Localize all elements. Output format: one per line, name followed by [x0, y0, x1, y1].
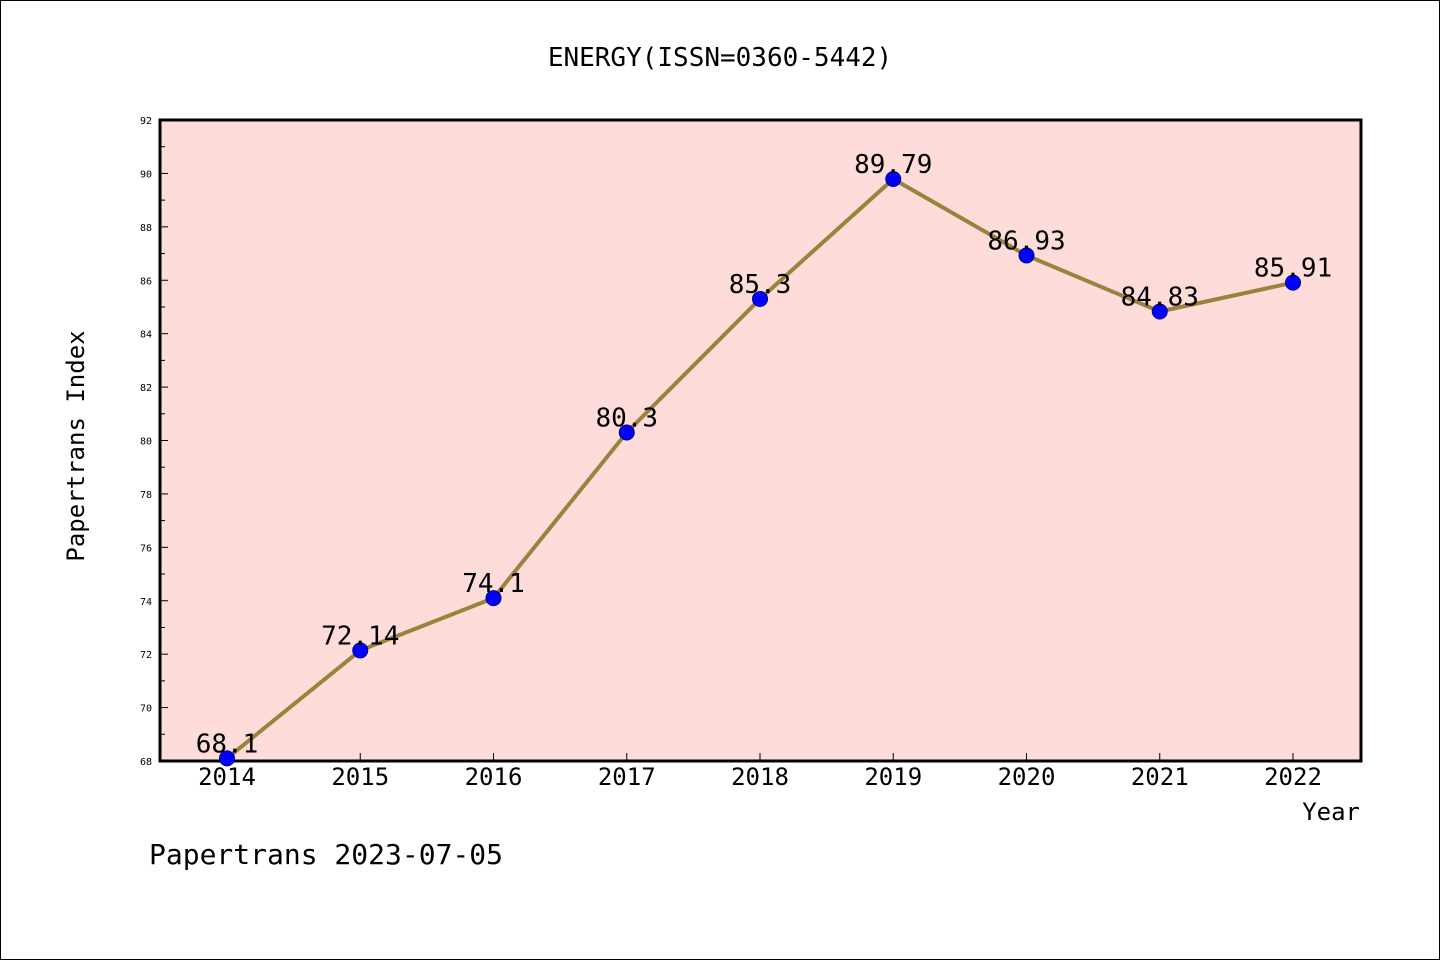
y-axis-label: Papertrans Index	[62, 330, 90, 561]
x-tick-label: 2016	[465, 763, 523, 791]
data-point	[1285, 274, 1301, 291]
y-tick-label: 68	[140, 757, 152, 768]
data-point	[219, 750, 235, 767]
x-tick-label: 2014	[198, 763, 256, 791]
y-tick-label: 88	[140, 223, 152, 234]
data-point	[752, 290, 768, 307]
x-tick-label: 2019	[864, 763, 922, 791]
y-tick-label: 82	[140, 383, 152, 394]
data-labels: 68.1 72.14 74.1 80.3 85.3 89.79 86.93 84.83 85.9…	[196, 150, 1332, 759]
data-label: 80.3	[595, 403, 658, 433]
data-label: 85.91	[1254, 254, 1332, 284]
y-tick-label: 80	[140, 437, 152, 448]
x-tick-label: 2015	[331, 763, 389, 791]
data-point	[618, 424, 635, 441]
y-tick-label: 74	[140, 597, 152, 608]
data-point	[485, 590, 502, 607]
data-label: 72.14	[321, 621, 399, 651]
y-tick-label: 86	[140, 276, 152, 287]
footer-credit: Papertrans 2023-07-05	[149, 838, 503, 871]
data-point	[885, 171, 902, 188]
y-tick-label: 78	[140, 490, 152, 501]
data-label: 85.3	[729, 270, 792, 300]
y-tick-label: 70	[140, 704, 152, 715]
data-label: 84.83	[1121, 282, 1199, 312]
data-label: 68.1	[196, 729, 259, 759]
data-point	[1018, 247, 1035, 264]
x-tick-label: 2020	[998, 763, 1056, 791]
chart-title: ENERGY(ISSN=0360-5442)	[548, 43, 892, 73]
series-papertrans-index	[219, 171, 1301, 767]
x-tick-label: 2022	[1264, 763, 1322, 791]
y-tick-label: 76	[140, 543, 152, 554]
x-tick-label: 2017	[598, 763, 656, 791]
x-axis-ticks: 2014 2015 2016 2017 2018 2019 2020 2021 2022	[198, 753, 1322, 791]
y-tick-label: 90	[140, 169, 152, 180]
data-label: 86.93	[987, 226, 1065, 256]
y-tick-label: 92	[140, 116, 152, 127]
y-axis-ticks: 68 70 72 74 76 78 80 82 84 86 88 90 92	[140, 116, 168, 768]
data-label: 89.79	[854, 150, 932, 180]
y-tick-label: 84	[140, 330, 152, 341]
y-tick-label: 72	[140, 650, 152, 661]
data-point	[1151, 303, 1168, 320]
x-axis-label: Year	[1302, 798, 1360, 826]
x-tick-label: 2018	[731, 763, 789, 791]
data-label: 74.1	[462, 569, 525, 599]
data-point	[352, 642, 369, 659]
x-tick-label: 2021	[1131, 763, 1189, 791]
